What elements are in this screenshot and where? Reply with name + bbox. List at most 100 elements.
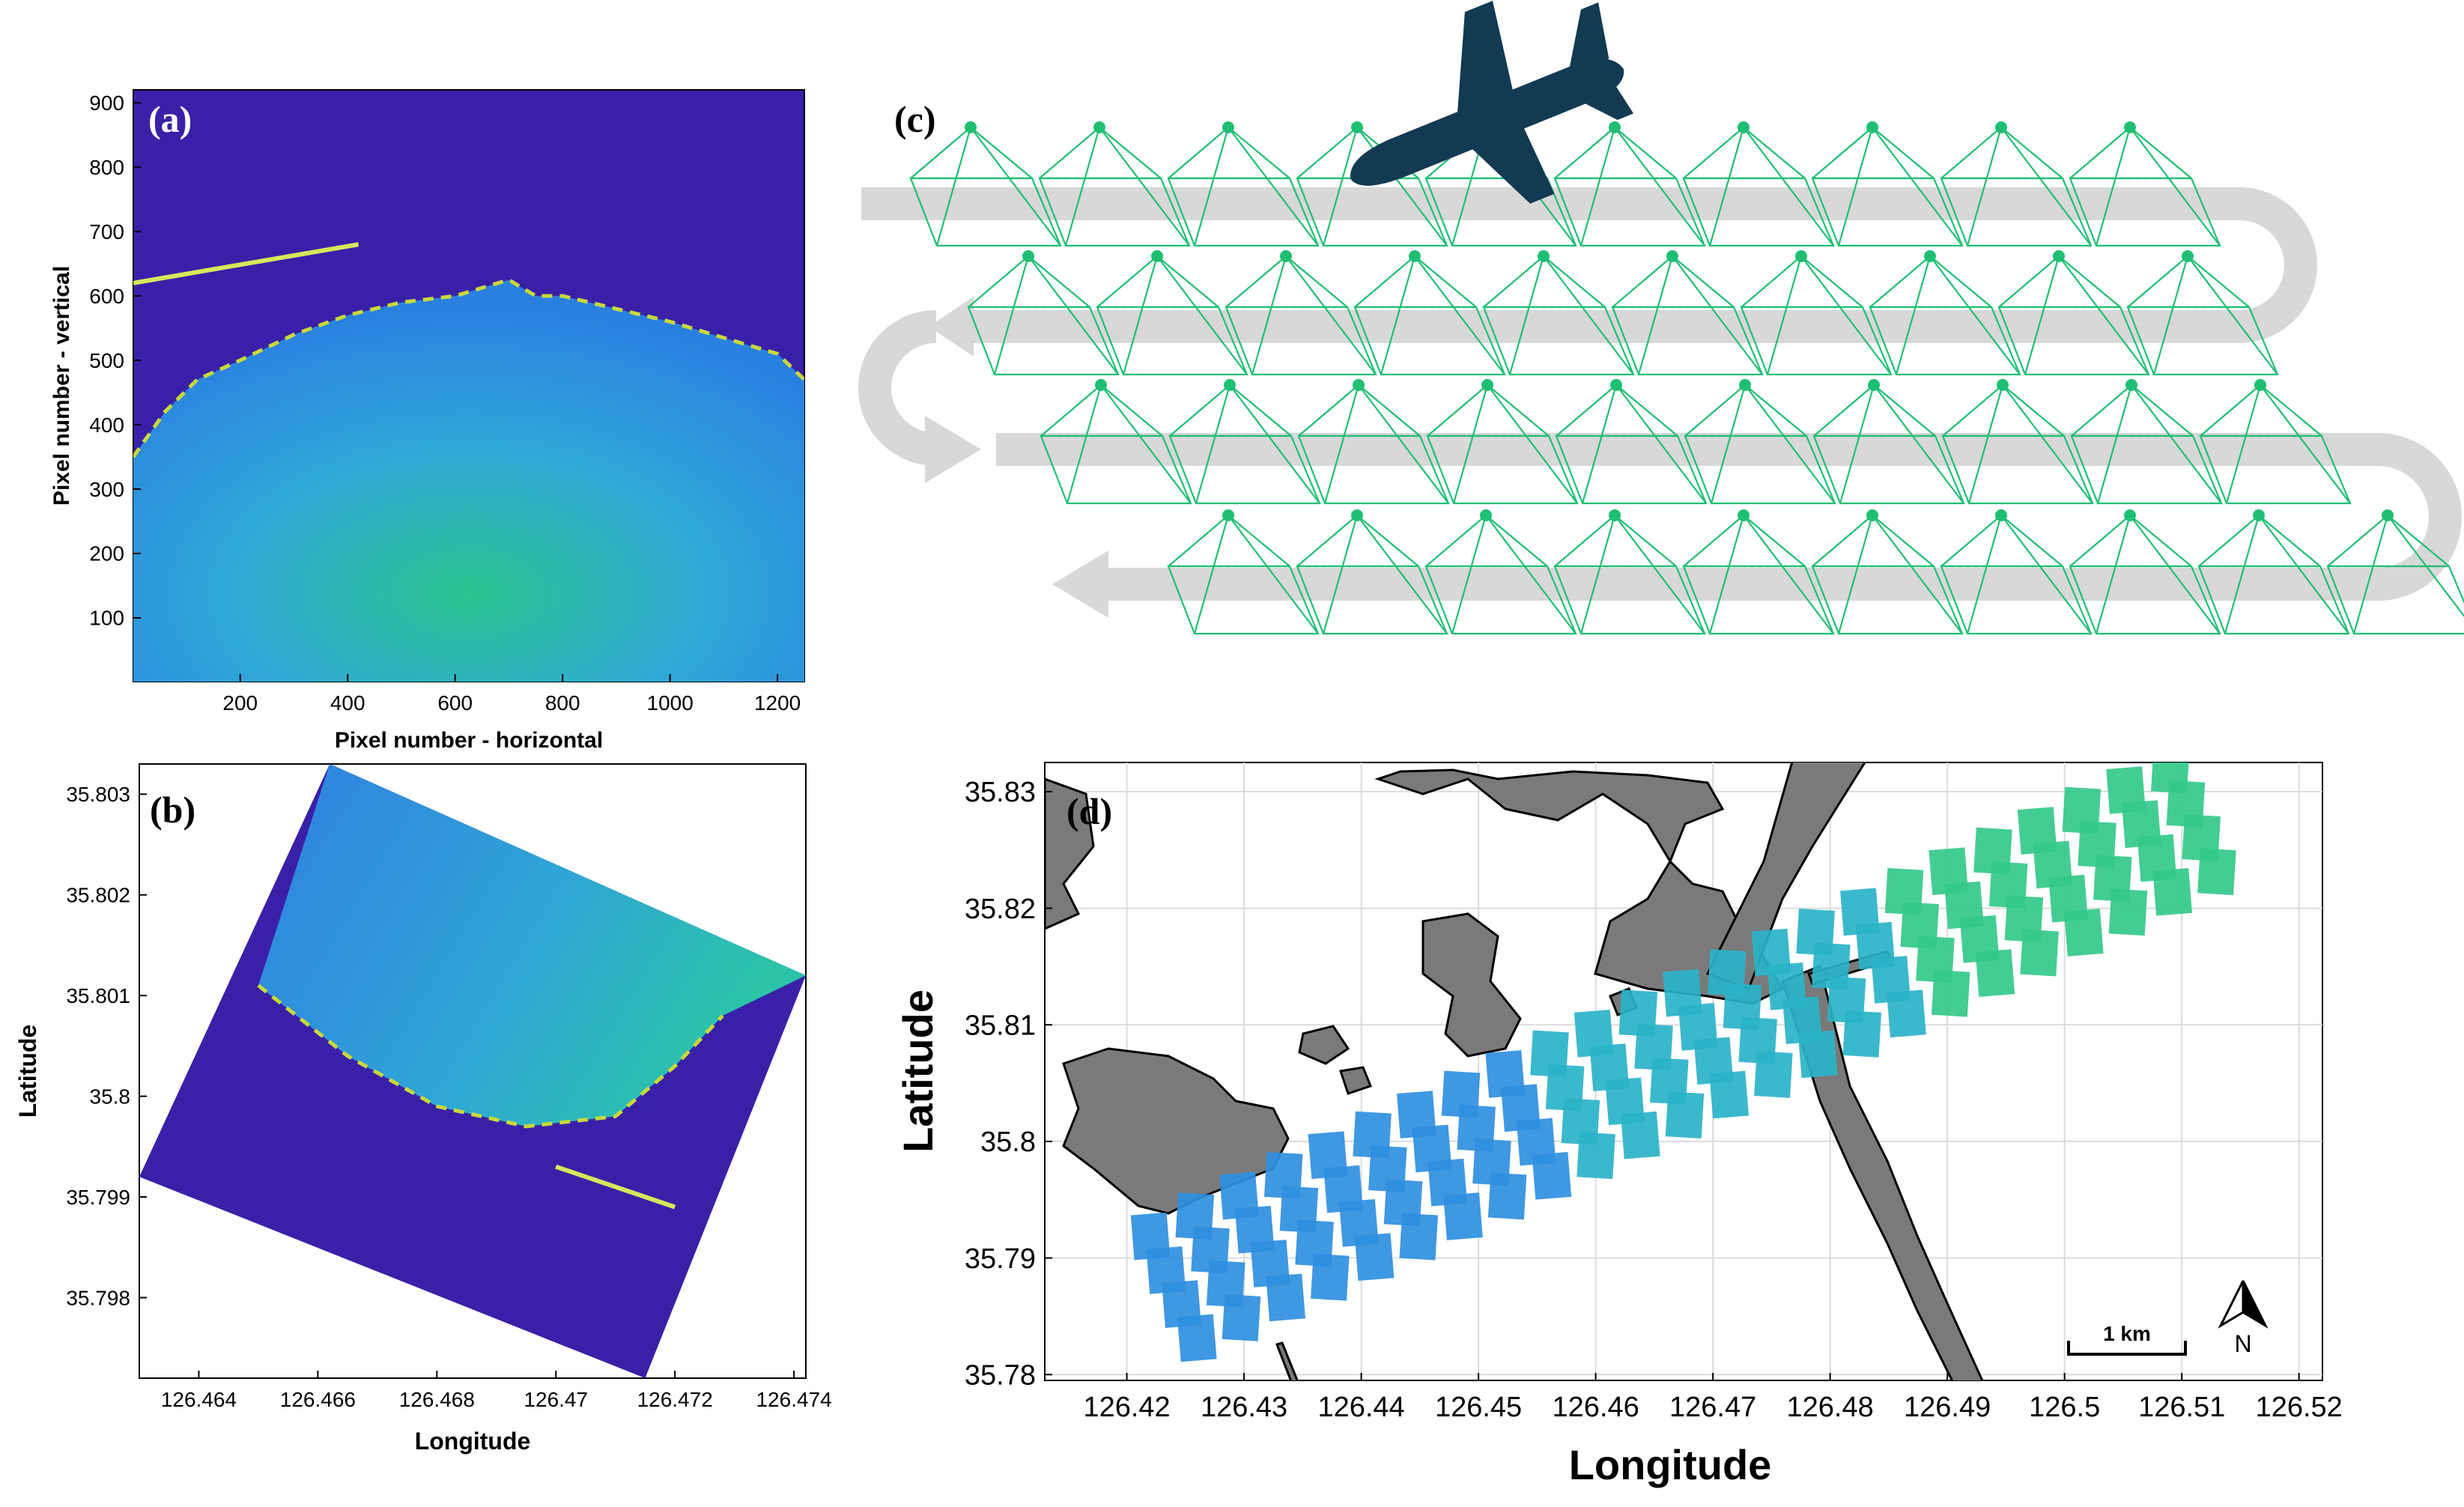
footprint-ray: [1672, 255, 1735, 308]
panel-1-y-tick-label: 35.802: [66, 884, 130, 907]
footprint-ray: [1708, 515, 1745, 634]
footprint-ray: [1614, 127, 1705, 246]
panel-d-x-label: Longitude: [1569, 1441, 1772, 1488]
footprint-ray: [1812, 515, 1873, 567]
footprint-ray: [1873, 384, 1936, 437]
footprint-ray: [1225, 255, 1287, 308]
footprint-ray: [1966, 127, 2003, 246]
footprint-ray: [1358, 384, 1421, 437]
camera-footprint: [1167, 509, 1320, 635]
camera-position-marker: [2382, 509, 2394, 521]
panel-3-y-tick-label: 35.8: [980, 1127, 1036, 1158]
footprint-ray: [1195, 384, 1231, 504]
footprint-ray: [1942, 384, 2003, 437]
footprint-ray: [2071, 384, 2132, 437]
flight-path-row-1: [861, 187, 2317, 343]
footprint-ray: [1684, 384, 1746, 437]
camera-position-marker: [1151, 250, 1163, 262]
footprint-ray: [1414, 255, 1477, 308]
footprint-ray: [2129, 515, 2192, 567]
camera-position-marker: [1280, 250, 1292, 262]
camera-position-marker: [1222, 509, 1234, 521]
footprint-ray: [1872, 515, 1935, 567]
camera-position-marker: [1481, 379, 1493, 391]
footprint-ray: [1451, 515, 1487, 634]
panel-b: 126.464 126.466 126.468 126.47 126.472 126.47…: [14, 763, 832, 1455]
footprint-ray: [1040, 384, 1102, 437]
camera-position-marker: [1868, 379, 1880, 391]
panel-a-label: (a): [148, 98, 192, 140]
camera-position-marker: [965, 121, 977, 133]
panel-c-label: (c): [894, 98, 936, 140]
panel-a-y-ticks: 100 200 300 400 500 600 700 800 900: [89, 91, 141, 630]
footprint-ray: [970, 127, 1033, 179]
footprint-ray: [1743, 127, 1806, 179]
footprint-ray: [2260, 384, 2322, 437]
camera-position-marker: [1997, 379, 2009, 391]
footprint-ray: [1285, 255, 1377, 375]
footprint-ray: [2096, 384, 2133, 504]
footprint-ray: [1940, 515, 2002, 567]
footprint-ray: [2387, 515, 2464, 618]
footprint-ray: [1028, 255, 1119, 375]
camera-position-marker: [1351, 509, 1363, 521]
panel-0-x-tick-label: 600: [437, 691, 473, 715]
footprint-ray: [2152, 255, 2189, 375]
land-northwest: [1045, 777, 1095, 930]
camera-position-marker: [1995, 509, 2007, 521]
airplane-icon: [1350, 0, 1634, 204]
camera-position-marker: [1866, 509, 1878, 521]
camera-footprint: [1353, 250, 1506, 376]
footprint-ray: [1869, 255, 1931, 308]
footprint-ray: [2058, 255, 2149, 375]
land-island-central: [1421, 912, 1522, 1058]
footprint-ray: [1425, 515, 1487, 567]
footprint-ray: [2129, 515, 2221, 634]
panel-3-x-tick-label: 126.48: [1787, 1392, 1874, 1423]
panel-d-image-swaths: [1130, 762, 2236, 1362]
panel-3-x-tick-label: 126.5: [2029, 1392, 2100, 1423]
footprint-ray: [1193, 127, 1230, 246]
panel-3-y-tick-label: 35.81: [965, 1010, 1036, 1042]
swath-image-tile: [1222, 1294, 1261, 1341]
swath-image-tile: [1931, 969, 1970, 1017]
footprint-ray: [2000, 515, 2063, 567]
footprint-ray: [970, 127, 1061, 246]
panel-1-x-tick-label: 126.468: [399, 1388, 475, 1411]
swath-image-tile: [2063, 909, 2104, 956]
footprint-ray: [1744, 384, 1807, 437]
footprint-ray: [1614, 515, 1677, 567]
footprint-ray: [1066, 384, 1102, 504]
panel-0-x-tick-label: 1200: [754, 691, 801, 715]
footprint-ray: [1122, 255, 1159, 375]
camera-footprint: [1167, 121, 1320, 247]
panel-a: 200 400 600 800 1000 1200 100 200 300 400 500 600 7…: [49, 89, 805, 753]
panel-3-x-tick-label: 126.44: [1317, 1392, 1404, 1423]
swath-image-tile: [1620, 1111, 1660, 1159]
camera-footprint: [2199, 379, 2352, 505]
footprint-ray: [2260, 384, 2351, 504]
panel-1-x-tick-label: 126.464: [161, 1388, 237, 1411]
footprint-ray: [1839, 384, 1875, 504]
footprint-ray: [2000, 127, 2092, 246]
footprint-ray: [1813, 384, 1875, 437]
footprint-ray: [1543, 255, 1634, 375]
camera-position-marker: [1738, 121, 1750, 133]
footprint-ray: [1812, 127, 1873, 179]
footprint-ray: [1487, 384, 1578, 504]
panel-1-x-tick-label: 126.472: [637, 1388, 713, 1411]
footprint-ray: [1837, 127, 1874, 246]
footprint-ray: [2258, 515, 2349, 634]
panel-1-y-tick-label: 35.803: [66, 783, 130, 806]
camera-position-marker: [2053, 250, 2065, 262]
camera-position-marker: [2182, 250, 2194, 262]
camera-footprint: [1684, 379, 1836, 505]
panel-3-x-tick-label: 126.49: [1904, 1392, 1991, 1423]
panel-0-y-tick-label: 500: [89, 349, 124, 372]
footprint-ray: [1708, 127, 1745, 246]
footprint-ray: [2131, 384, 2194, 437]
camera-position-marker: [1610, 379, 1622, 391]
footprint-ray: [1929, 255, 2021, 375]
swath-image-tile: [1266, 1273, 1305, 1322]
camera-footprint: [1611, 250, 1764, 376]
